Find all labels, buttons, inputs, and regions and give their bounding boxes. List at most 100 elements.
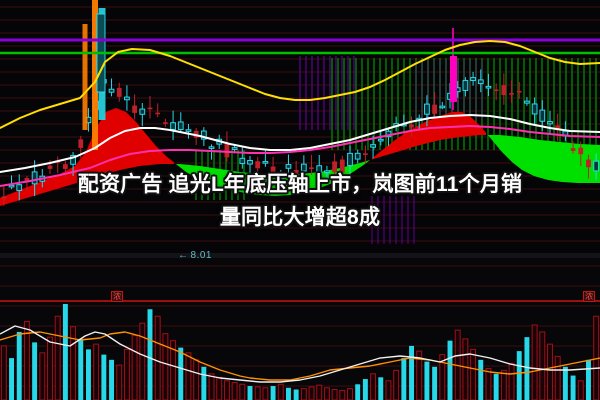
candle-body-up <box>377 138 384 142</box>
volume-bar-up <box>478 359 484 400</box>
candle-body-down <box>255 161 261 169</box>
candle-body-down <box>163 122 168 124</box>
volume-bar-down <box>308 386 315 400</box>
panel-divider <box>0 253 600 258</box>
volume-bar-down <box>70 326 77 400</box>
candle-body-down <box>339 159 345 173</box>
volume-bar-down <box>500 369 507 400</box>
candle-body-up <box>324 170 330 173</box>
candle-body-down <box>409 124 414 128</box>
volume-bar-down <box>93 343 100 400</box>
volume-bar-up <box>424 361 430 400</box>
candle-body-up <box>316 165 323 175</box>
candle-body-down <box>293 170 299 175</box>
volume-bar-down <box>47 336 53 400</box>
candle-body-down <box>432 104 437 114</box>
band-segment-down <box>488 135 600 183</box>
volume-bar-up <box>9 358 14 400</box>
volume-left-tag: 浓 <box>111 291 123 302</box>
candle-body-up <box>531 103 538 115</box>
volume-bar-up <box>178 347 184 400</box>
volume-bar-down <box>231 382 238 400</box>
volume-bar-down <box>339 389 346 400</box>
candle-body-up <box>347 152 353 167</box>
volume-bar-up <box>447 340 453 400</box>
price-marker-arrow-icon: ← <box>178 250 189 261</box>
volume-bar-down <box>223 380 230 400</box>
price-panel[interactable] <box>0 0 600 253</box>
volume-bar-down <box>208 373 215 400</box>
volume-bar-down <box>554 355 561 400</box>
volume-bar-down <box>193 359 200 400</box>
candle-body-up <box>462 79 469 91</box>
candle-body-up <box>285 164 292 169</box>
candle-body-down <box>516 90 522 93</box>
candle-body-up <box>139 108 146 115</box>
vol-ma-vol-ma-white <box>0 325 600 383</box>
volume-bar-up <box>16 331 22 400</box>
candle-body-up <box>70 154 76 165</box>
volume-bar-up <box>147 309 153 400</box>
candle-body-down <box>24 177 30 183</box>
volume-bar-up <box>516 351 522 400</box>
volume-bar-down <box>393 369 400 400</box>
volume-bar-down <box>170 340 177 400</box>
candle-body-up <box>239 157 246 165</box>
volume-bar-down <box>470 348 477 400</box>
candle-body-up <box>200 130 207 140</box>
volume-bar-up <box>401 358 407 400</box>
candle-body-up <box>593 160 600 172</box>
candle-body-up <box>277 176 284 180</box>
volume-bar-up <box>570 375 576 400</box>
candle-body-up <box>8 184 15 188</box>
candle-body-down <box>309 167 314 169</box>
volume-panel[interactable] <box>0 258 600 400</box>
price-chart-svg <box>0 0 600 244</box>
volume-bar-down <box>277 383 284 400</box>
candle-body-down <box>555 125 561 131</box>
candle-body-up <box>124 96 130 101</box>
volume-right-tag: 浓 <box>583 291 595 302</box>
volume-bar-down <box>254 386 261 400</box>
candle-body-down <box>1 196 7 199</box>
band-segment-up <box>372 112 486 160</box>
vol-ma-vol-ma-orange <box>0 331 600 381</box>
volume-bar-up <box>270 386 276 400</box>
volume-bar-down <box>116 364 123 400</box>
candle-body-down <box>78 139 84 148</box>
candle-body-down <box>586 159 591 168</box>
ma-line-ma-yellow <box>0 40 600 129</box>
candle-body-up <box>300 163 307 172</box>
volume-bar-up <box>355 384 361 400</box>
volume-bar-down <box>370 373 377 400</box>
volume-bar-down <box>185 352 192 400</box>
candle-body-up <box>524 100 530 104</box>
volume-bar-down <box>577 380 584 400</box>
candle-body-up <box>247 160 253 165</box>
volume-bar-up <box>378 377 384 400</box>
volume-bar-up <box>286 387 291 400</box>
volume-bar-down <box>385 380 392 400</box>
volume-bar-up <box>247 386 253 400</box>
candle-body-up <box>354 152 361 160</box>
candle-body-up <box>539 109 546 122</box>
volume-bar-down <box>316 384 323 400</box>
volume-bar-down <box>23 320 30 400</box>
band-segment-down <box>176 160 370 196</box>
volume-bar-up <box>432 366 438 400</box>
volume-bar-down <box>131 334 138 400</box>
volume-bar-down <box>347 388 353 400</box>
volume-bar-down <box>547 343 553 400</box>
candle-body-down <box>147 107 153 110</box>
volume-bar-down <box>485 368 492 400</box>
candle-body-down <box>155 112 161 115</box>
volume-bar-down <box>416 350 423 400</box>
volume-bar-down <box>162 333 169 400</box>
volume-bar-down <box>216 376 223 400</box>
candle-body-down <box>270 166 276 173</box>
volume-bar-down <box>239 383 246 400</box>
volume-bar-up <box>562 366 568 400</box>
candle-body-down <box>570 148 576 151</box>
candle-body-up <box>424 103 430 115</box>
volume-bar-down <box>139 322 146 400</box>
